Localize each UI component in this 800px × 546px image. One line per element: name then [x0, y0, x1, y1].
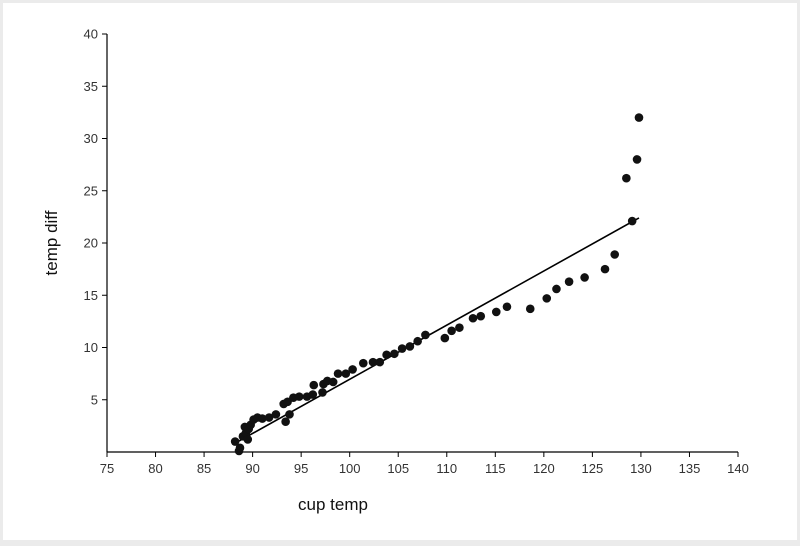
y-tick-label: 10 [84, 340, 98, 355]
y-axis-ticks: 5 10 15 20 25 30 35 40 [84, 27, 107, 407]
data-point [397, 344, 407, 353]
data-point [622, 173, 631, 183]
x-tick-label: 95 [294, 461, 308, 476]
data-point [348, 365, 357, 374]
data-point [333, 369, 343, 378]
data-point [610, 250, 620, 259]
x-tick-label: 120 [533, 461, 555, 476]
data-point [368, 357, 378, 367]
x-tick-label: 85 [197, 461, 211, 476]
data-point [243, 435, 253, 444]
data-point [382, 350, 391, 360]
data-point [413, 336, 422, 346]
x-axis-title: cup temp [298, 495, 368, 514]
data-point [294, 392, 304, 401]
data-point [258, 414, 267, 423]
chart-card: 5 10 15 20 25 30 35 40 75 80 85 90 95 100 105 110 115 12… [3, 3, 797, 540]
data-point [552, 284, 561, 294]
x-tick-label: 90 [245, 461, 259, 476]
x-tick-label: 125 [582, 461, 604, 476]
data-point [281, 417, 290, 426]
data-point [341, 369, 351, 378]
data-point [525, 304, 535, 314]
y-axis-title: temp diff [42, 210, 61, 275]
data-point [421, 330, 430, 340]
data-point [308, 390, 318, 399]
data-point [271, 410, 281, 419]
data-point [440, 333, 450, 343]
data-point [476, 311, 486, 321]
x-tick-label: 80 [148, 461, 162, 476]
data-point [285, 410, 294, 419]
x-tick-label: 110 [436, 461, 457, 476]
y-tick-label: 30 [84, 131, 98, 146]
y-tick-label: 40 [84, 27, 98, 42]
y-tick-label: 20 [84, 236, 98, 251]
data-point [580, 273, 589, 282]
data-point [230, 437, 240, 446]
data-point [502, 302, 512, 312]
data-point [405, 342, 415, 351]
data-point [468, 313, 478, 323]
data-point [358, 358, 368, 368]
data-point [632, 155, 642, 164]
y-tick-label: 5 [91, 392, 98, 407]
x-tick-label: 105 [387, 461, 409, 476]
trend-line [237, 217, 640, 443]
data-point [491, 307, 501, 317]
x-axis-ticks: 75 80 85 90 95 100 105 110 115 120 125 130 135 140 [100, 452, 749, 476]
data-point [542, 294, 552, 303]
y-tick-label: 15 [84, 288, 98, 303]
data-point [627, 216, 637, 226]
data-point [264, 413, 274, 422]
x-tick-label: 130 [630, 461, 652, 476]
data-point [564, 277, 574, 286]
scatter-chart: 5 10 15 20 25 30 35 40 75 80 85 90 95 100 105 110 115 12… [42, 27, 749, 515]
data-point [318, 388, 327, 397]
data-point [455, 323, 464, 332]
data-point [328, 377, 338, 387]
data-point [390, 349, 399, 359]
data-point [309, 380, 319, 390]
x-tick-label: 100 [339, 461, 361, 476]
x-tick-label: 75 [100, 461, 114, 476]
data-points [230, 113, 644, 456]
data-point [375, 357, 385, 367]
x-tick-label: 115 [485, 461, 506, 476]
data-point [600, 264, 610, 274]
data-point [634, 113, 644, 122]
y-tick-label: 25 [84, 183, 98, 198]
x-tick-label: 140 [727, 461, 749, 476]
y-tick-label: 35 [84, 79, 98, 94]
data-point [235, 443, 245, 453]
x-tick-label: 135 [679, 461, 701, 476]
data-point [447, 326, 456, 336]
